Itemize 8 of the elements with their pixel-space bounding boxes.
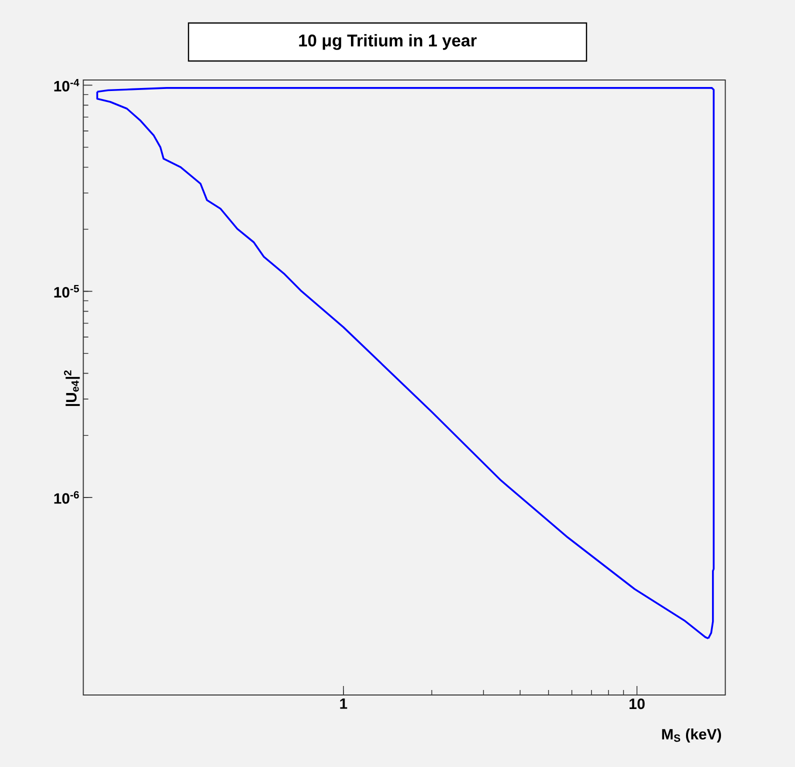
y-tick-label: 10$^{-5}$ [54,285,79,298]
chart-title: 10 μg Tritium in 1 year [299,34,477,50]
y-axis-title: |U$_{e4}$|$^{2}$ [64,370,80,406]
x-tick-label: 1 [340,698,348,709]
y-tick-label: 10$^{-6}$ [54,491,79,504]
y-tick-label: 10$^{-4}$ [54,78,80,92]
x-axis-title: M$_{S}$ (keV) [662,728,722,742]
x-tick-label: 10 [630,698,645,710]
